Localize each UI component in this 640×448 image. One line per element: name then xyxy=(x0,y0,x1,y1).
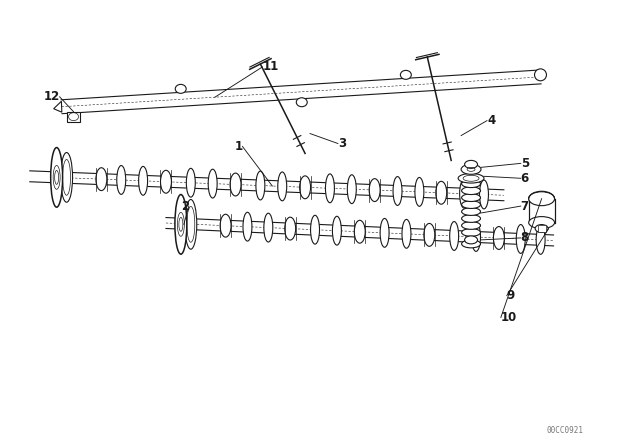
Text: 8: 8 xyxy=(521,232,529,245)
Ellipse shape xyxy=(96,168,107,190)
Ellipse shape xyxy=(285,217,296,240)
Ellipse shape xyxy=(424,224,435,246)
Ellipse shape xyxy=(535,224,548,233)
Text: 3: 3 xyxy=(338,137,346,150)
Ellipse shape xyxy=(348,175,356,203)
Ellipse shape xyxy=(326,174,335,202)
Ellipse shape xyxy=(278,172,287,201)
Ellipse shape xyxy=(185,199,196,249)
Text: 5: 5 xyxy=(521,157,529,170)
Ellipse shape xyxy=(461,194,481,202)
Text: 1: 1 xyxy=(234,140,243,153)
Ellipse shape xyxy=(436,181,447,204)
Ellipse shape xyxy=(529,192,554,206)
Text: 10: 10 xyxy=(501,311,517,324)
Ellipse shape xyxy=(461,180,481,188)
Ellipse shape xyxy=(369,179,380,202)
Text: 12: 12 xyxy=(44,90,60,103)
Ellipse shape xyxy=(332,216,341,245)
Ellipse shape xyxy=(536,225,545,254)
Ellipse shape xyxy=(472,223,481,251)
Ellipse shape xyxy=(529,193,554,205)
Ellipse shape xyxy=(208,169,217,198)
Ellipse shape xyxy=(461,240,481,248)
Ellipse shape xyxy=(296,98,307,107)
Ellipse shape xyxy=(355,220,365,243)
Ellipse shape xyxy=(61,152,72,202)
Ellipse shape xyxy=(51,147,63,207)
Ellipse shape xyxy=(461,228,481,236)
Ellipse shape xyxy=(256,171,265,200)
Ellipse shape xyxy=(529,216,554,228)
Ellipse shape xyxy=(415,177,424,206)
Ellipse shape xyxy=(493,227,504,250)
Ellipse shape xyxy=(175,194,187,254)
Ellipse shape xyxy=(230,173,241,196)
Ellipse shape xyxy=(461,222,481,229)
Ellipse shape xyxy=(139,166,148,195)
Ellipse shape xyxy=(465,236,477,244)
Ellipse shape xyxy=(461,208,481,215)
Ellipse shape xyxy=(458,173,484,183)
Ellipse shape xyxy=(461,164,481,174)
Bar xyxy=(538,224,545,232)
Ellipse shape xyxy=(534,69,547,81)
Text: 4: 4 xyxy=(487,114,495,127)
Ellipse shape xyxy=(220,214,231,237)
Ellipse shape xyxy=(264,213,273,242)
Ellipse shape xyxy=(465,160,477,168)
Text: 7: 7 xyxy=(521,200,529,213)
Ellipse shape xyxy=(300,176,310,199)
Text: 2: 2 xyxy=(180,200,189,213)
Bar xyxy=(529,199,554,223)
Ellipse shape xyxy=(402,220,411,248)
Ellipse shape xyxy=(186,168,195,197)
Ellipse shape xyxy=(393,177,402,206)
Text: 6: 6 xyxy=(521,172,529,185)
Ellipse shape xyxy=(479,180,488,209)
Ellipse shape xyxy=(401,70,412,79)
Ellipse shape xyxy=(310,215,319,244)
Text: 9: 9 xyxy=(507,289,515,302)
Ellipse shape xyxy=(116,166,125,194)
Ellipse shape xyxy=(380,219,389,247)
Ellipse shape xyxy=(516,224,525,254)
Ellipse shape xyxy=(161,170,172,193)
Ellipse shape xyxy=(177,212,184,236)
Text: 11: 11 xyxy=(262,60,278,73)
Bar xyxy=(67,112,81,122)
Ellipse shape xyxy=(53,165,60,190)
Ellipse shape xyxy=(175,84,186,93)
Ellipse shape xyxy=(460,179,468,208)
Ellipse shape xyxy=(450,222,459,250)
Ellipse shape xyxy=(461,201,481,208)
Polygon shape xyxy=(54,101,62,112)
Ellipse shape xyxy=(461,187,481,194)
Ellipse shape xyxy=(243,212,252,241)
Text: 00CC0921: 00CC0921 xyxy=(547,426,583,435)
Ellipse shape xyxy=(461,215,481,222)
